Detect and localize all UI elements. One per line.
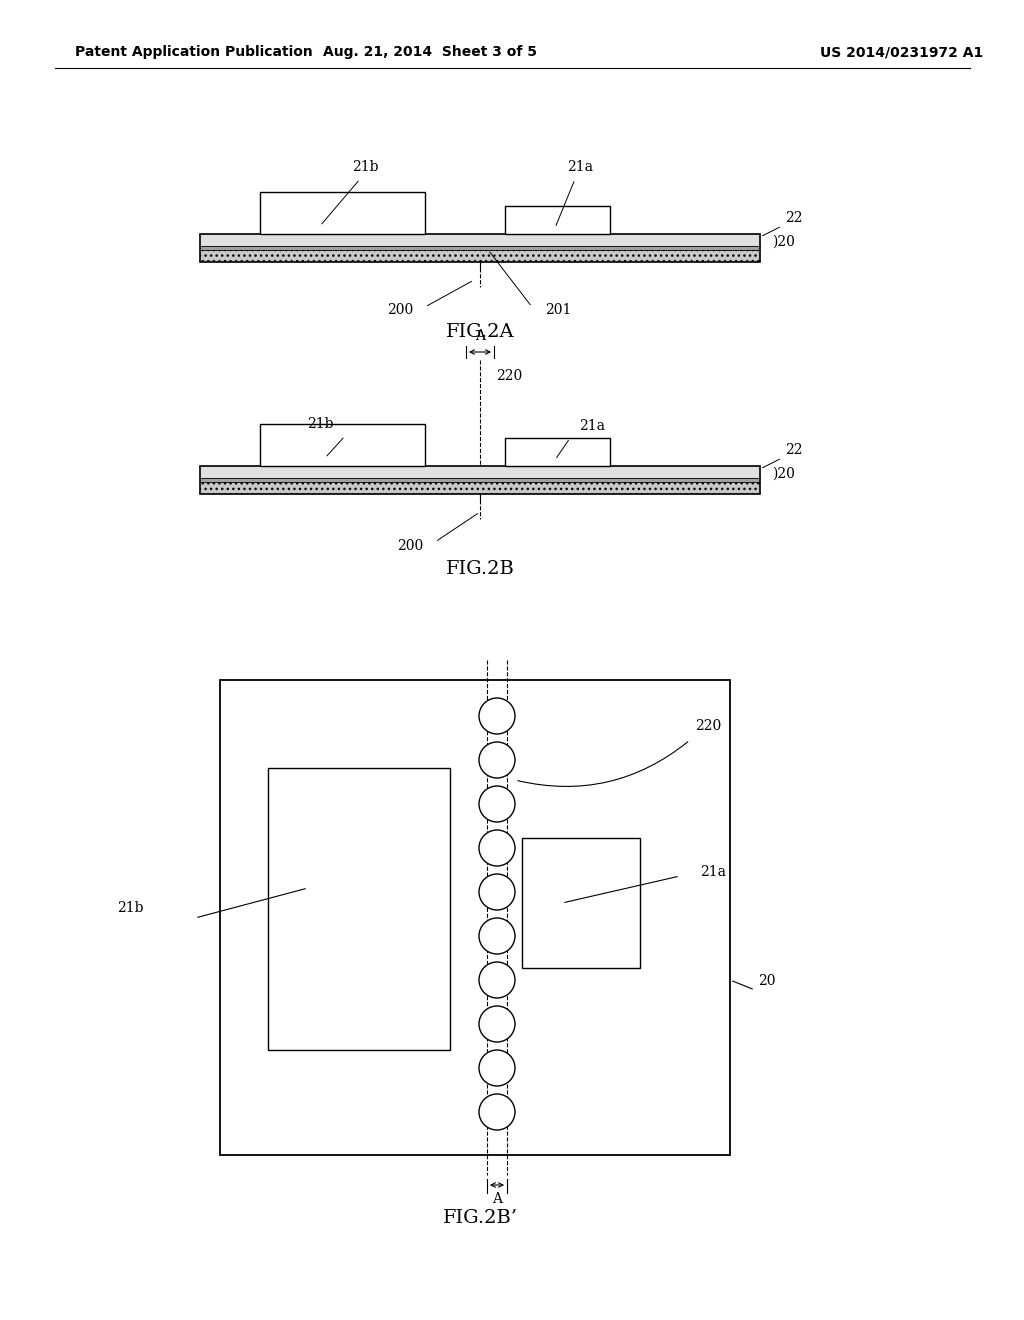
Bar — [220, 680, 730, 1155]
Bar — [200, 234, 760, 261]
Text: 21a: 21a — [567, 160, 593, 174]
Bar — [200, 246, 760, 251]
Text: 22: 22 — [785, 211, 803, 224]
Circle shape — [479, 1006, 515, 1041]
Text: 20: 20 — [758, 974, 775, 987]
Text: 200: 200 — [397, 539, 423, 553]
Bar — [260, 424, 425, 466]
Text: A: A — [475, 329, 485, 343]
Text: 220: 220 — [695, 719, 721, 733]
Text: 22: 22 — [785, 444, 803, 457]
Circle shape — [479, 785, 515, 822]
Text: A: A — [492, 1192, 502, 1206]
Circle shape — [479, 1094, 515, 1130]
Text: 21b: 21b — [117, 902, 143, 915]
Bar — [200, 251, 760, 261]
Text: Aug. 21, 2014  Sheet 3 of 5: Aug. 21, 2014 Sheet 3 of 5 — [323, 45, 537, 59]
Text: 200: 200 — [387, 304, 413, 317]
Text: 201: 201 — [545, 304, 571, 317]
Circle shape — [479, 1049, 515, 1086]
Text: FIG.2A: FIG.2A — [445, 323, 514, 341]
Text: )20: )20 — [772, 235, 795, 249]
Text: 21b: 21b — [307, 417, 333, 432]
Bar — [505, 438, 610, 466]
Text: US 2014/0231972 A1: US 2014/0231972 A1 — [820, 45, 983, 59]
Text: 21b: 21b — [352, 160, 378, 174]
Text: Patent Application Publication: Patent Application Publication — [75, 45, 312, 59]
Bar — [200, 234, 760, 246]
Text: FIG.2B’: FIG.2B’ — [442, 1209, 517, 1228]
Circle shape — [479, 874, 515, 909]
Circle shape — [479, 742, 515, 777]
Text: 220: 220 — [496, 370, 522, 383]
Text: 21a: 21a — [579, 418, 605, 433]
Circle shape — [479, 962, 515, 998]
Text: 21a: 21a — [700, 865, 726, 879]
Text: FIG.2B: FIG.2B — [445, 560, 514, 578]
Bar — [200, 482, 760, 494]
Text: )20: )20 — [772, 467, 795, 480]
Bar — [200, 466, 760, 494]
Bar — [268, 768, 450, 1049]
Bar — [200, 466, 760, 478]
Circle shape — [479, 698, 515, 734]
Bar — [200, 478, 760, 482]
Bar — [505, 206, 610, 234]
Bar — [260, 191, 425, 234]
Circle shape — [479, 830, 515, 866]
Circle shape — [479, 917, 515, 954]
Bar — [522, 838, 640, 968]
